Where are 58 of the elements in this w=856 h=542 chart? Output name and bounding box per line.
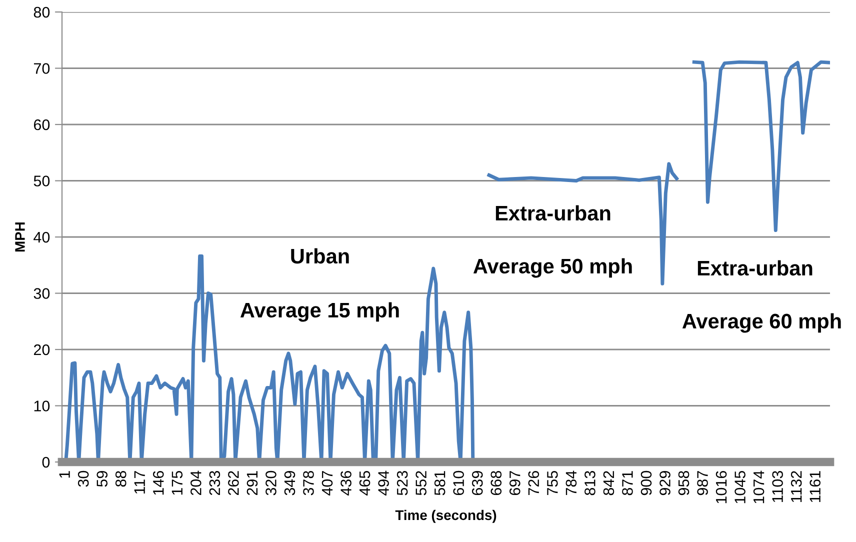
x-tick-label: 204	[190, 470, 202, 496]
x-tick-label: 1	[59, 471, 70, 478]
x-tick-label: 436	[340, 471, 352, 496]
x-tick-label: 175	[172, 470, 183, 495]
y-axis-title: MPH	[15, 222, 25, 252]
annotation: Urban	[291, 248, 349, 264]
x-tick-label: 378	[303, 470, 314, 496]
x-tick-label: 639	[472, 471, 483, 496]
x-tick-label: 726	[528, 471, 540, 496]
x-tick-label: 349	[284, 471, 296, 496]
annotation: Average 15 mph	[240, 302, 399, 322]
y-tick-label: 70	[34, 63, 50, 74]
x-tick-label: 668	[490, 470, 502, 496]
x-tick-label: 1045	[734, 470, 746, 504]
y-tick-label: 80	[34, 6, 50, 18]
x-tick-label: 1074	[753, 470, 764, 504]
x-tick-label: 1103	[772, 471, 783, 502]
x-tick-label: 117	[134, 471, 145, 494]
x-tick-label: 871	[622, 471, 633, 496]
x-tick-label: 494	[378, 470, 389, 496]
x-tick-label: 987	[697, 471, 708, 496]
y-tick-label: 30	[34, 288, 50, 299]
x-tick-label: 929	[660, 471, 670, 496]
x-tick-label: 552	[416, 471, 426, 496]
x-axis-title: Time (seconds)	[395, 510, 496, 523]
x-tick-label: 813	[584, 471, 596, 496]
y-tick-label: 20	[34, 344, 50, 356]
x-tick-label: 59	[96, 471, 108, 487]
annotation: Extra-urban	[496, 205, 610, 221]
x-tick-label: 146	[152, 471, 164, 495]
x-tick-label: 784	[566, 470, 577, 496]
annotation: Extra-urban	[698, 260, 812, 276]
x-tick-label: 610	[453, 470, 464, 496]
x-tick-label: 88	[115, 470, 126, 487]
x-tick-label: 1132	[790, 471, 802, 502]
y-tick-label: 0	[42, 456, 50, 468]
x-tick-label: 697	[509, 471, 520, 496]
x-tick-label: 755	[547, 470, 558, 496]
x-tick-label: 465	[359, 470, 370, 496]
x-tick-label: 581	[434, 471, 446, 496]
x-tick-label: 523	[396, 471, 408, 496]
y-tick-label: 50	[34, 176, 50, 186]
annotation: Average 50 mph	[473, 258, 632, 278]
x-tick-label: 233	[209, 471, 220, 496]
y-tick-label: 40	[34, 232, 50, 243]
x-tick-label: 262	[228, 471, 239, 496]
x-tick-label: 320	[266, 470, 276, 496]
x-tick-label: 958	[678, 470, 690, 496]
annotation: Average 60 mph	[682, 313, 841, 333]
x-tick-label: 842	[603, 471, 614, 496]
y-tick-label: 60	[34, 119, 50, 130]
x-tick-label: 900	[640, 470, 652, 496]
x-tick-label: 291	[246, 471, 258, 496]
x-tick-label: 1161	[810, 471, 821, 502]
x-tick-label: 1016	[716, 471, 727, 504]
x-tick-label: 30	[78, 470, 89, 487]
y-tick-label: 10	[34, 400, 50, 412]
x-tick-label: 407	[322, 471, 333, 496]
